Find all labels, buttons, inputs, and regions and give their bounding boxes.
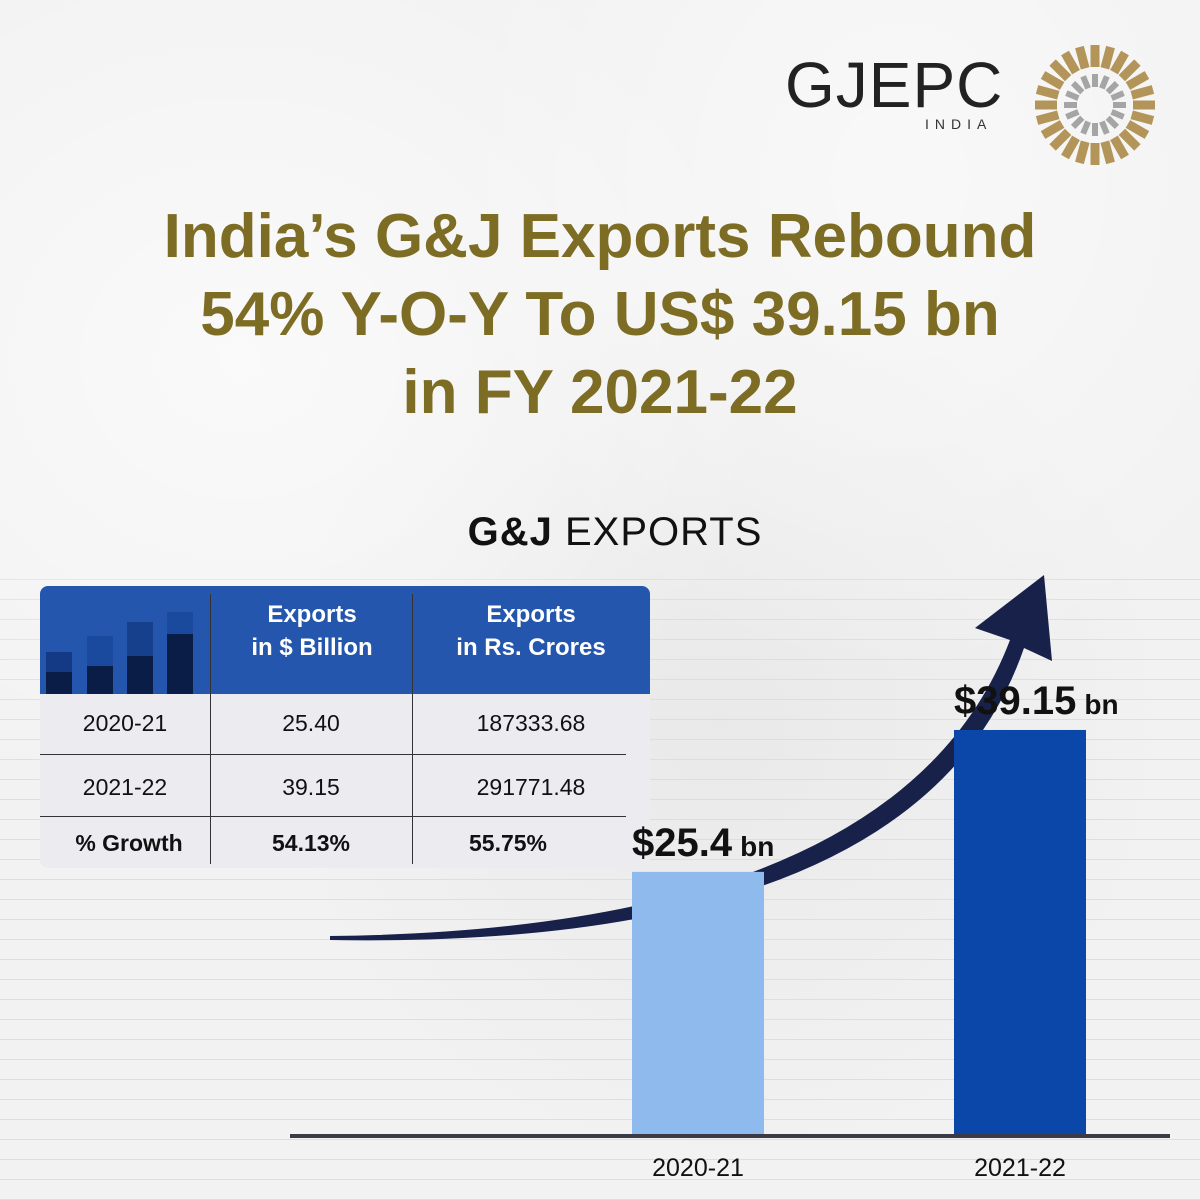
- exports-table: Exports in $ Billion Exports in Rs. Cror…: [40, 586, 650, 868]
- bar-2020-21: [632, 871, 764, 1134]
- logo-sunburst-icon: [1035, 45, 1155, 165]
- header-usd-line1: Exports: [267, 601, 357, 628]
- header-usd: Exports in $ Billion: [212, 598, 412, 664]
- table-divider: [412, 594, 413, 864]
- row-usd: 25.40: [282, 710, 340, 736]
- headline: India’s G&J Exports Rebound 54% Y-O-Y To…: [0, 198, 1200, 432]
- chart-title-bold: G&J: [467, 510, 553, 554]
- data-label: $39.15 bn: [954, 679, 1119, 723]
- table-rule: [40, 816, 626, 817]
- row-label: % Growth: [75, 830, 183, 856]
- row-usd: 54.13%: [271, 830, 350, 856]
- row-usd: 39.15: [282, 774, 340, 800]
- headline-line-2: 54% Y-O-Y To US$ 39.15 bn: [200, 280, 1000, 349]
- row-inr: 291771.48: [476, 774, 586, 800]
- logo-wordmark: GJEPC: [785, 49, 1004, 121]
- headline-line-1: India’s G&J Exports Rebound: [163, 202, 1037, 271]
- logo-subtitle: INDIA: [925, 116, 993, 132]
- x-tick-label: 2020-21: [652, 1154, 744, 1182]
- table-divider: [210, 594, 211, 864]
- row-label: 2021-22: [82, 774, 168, 800]
- table-rule: [40, 754, 626, 755]
- data-label: $25.4 bn: [632, 821, 774, 865]
- bar-2021-22: [954, 729, 1086, 1134]
- header-inr-line1: Exports: [486, 601, 576, 628]
- chart-title: G&J EXPORTS: [0, 510, 1200, 555]
- table-header: Exports in $ Billion Exports in Rs. Cror…: [40, 586, 650, 694]
- header-usd-line2: in $ Billion: [251, 634, 373, 661]
- chart-title-rest: EXPORTS: [564, 510, 763, 554]
- header-inr: Exports in Rs. Crores: [413, 598, 649, 664]
- row-label: 2020-21: [82, 710, 168, 736]
- gjepc-logo: GJEPC INDIA: [785, 45, 1165, 165]
- row-inr: 187333.68: [476, 710, 586, 736]
- x-tick-label: 2021-22: [974, 1154, 1066, 1182]
- header-inr-line2: in Rs. Crores: [456, 634, 606, 661]
- row-inr: 55.75%: [468, 830, 547, 856]
- headline-line-3: in FY 2021-22: [402, 358, 798, 427]
